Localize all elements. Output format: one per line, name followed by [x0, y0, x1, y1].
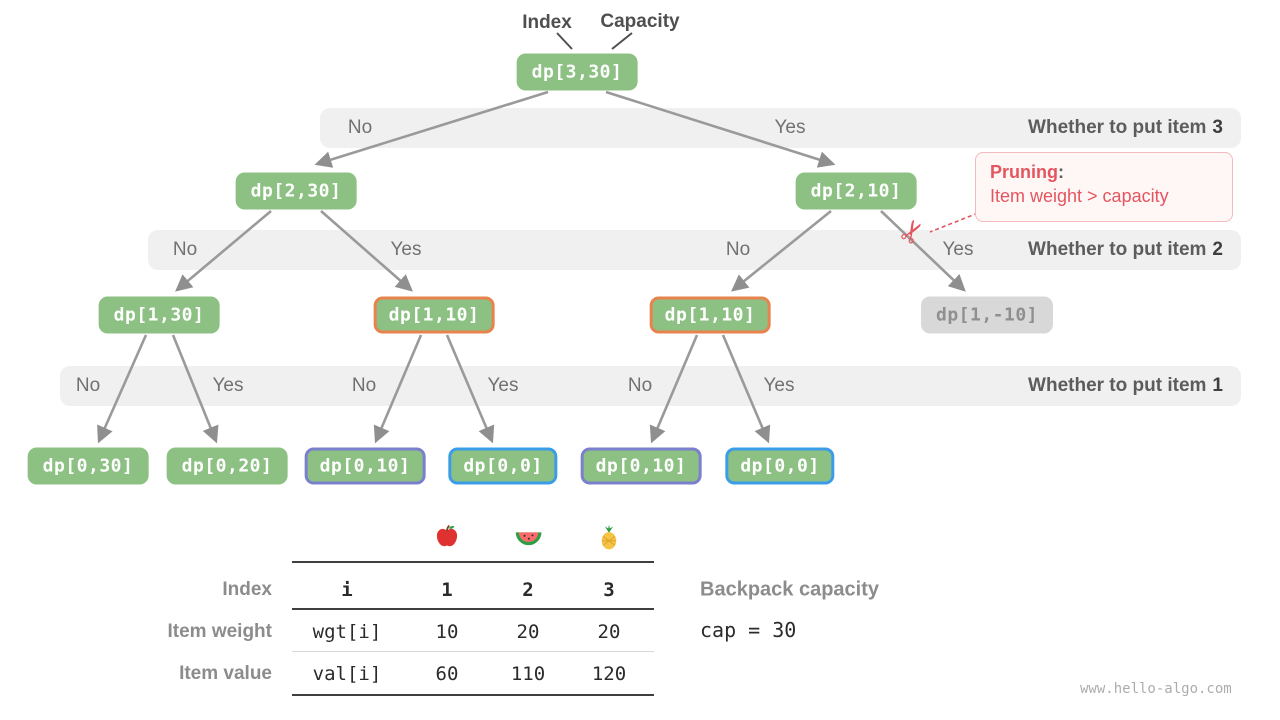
decision-no-label: No	[347, 117, 373, 138]
table-cell: 20	[516, 621, 540, 643]
decision-yes-label: Yes	[774, 117, 806, 138]
table-row-label: Item weight	[167, 621, 272, 642]
pruning-colon: :	[1058, 162, 1064, 182]
index-pointer-line	[556, 32, 573, 50]
apple-icon	[436, 524, 458, 547]
capacity-pointer-label: Capacity	[600, 11, 680, 32]
node-dp-1-neg10: dp[1,-10]	[920, 296, 1054, 334]
capacity-pointer-line	[611, 32, 633, 50]
pineapple-icon	[601, 524, 617, 550]
watermelon-icon	[515, 532, 542, 546]
table-rule-under-header	[292, 608, 654, 610]
band-question: Whether to put item 1	[1028, 366, 1223, 406]
node-dp-1-30: dp[1,30]	[98, 296, 220, 334]
decision-no-label: No	[725, 239, 751, 260]
node-dp-0-30: dp[0,30]	[27, 447, 149, 485]
node-dp-0-0-right: dp[0,0]	[725, 447, 835, 485]
backpack-capacity-value: cap = 30	[700, 618, 797, 642]
band-question-text: Whether to put item	[1028, 375, 1207, 396]
decision-band-item-3: No Yes Whether to put item 3	[320, 108, 1241, 148]
node-dp-0-10-left: dp[0,10]	[304, 447, 426, 485]
table-cell: 1	[441, 579, 453, 601]
decision-no-label: No	[351, 375, 377, 396]
pointer-lines	[556, 32, 633, 50]
node-dp-1-10-right: dp[1,10]	[649, 296, 771, 334]
node-dp-2-10: dp[2,10]	[795, 172, 917, 210]
node-dp-3-30: dp[3,30]	[516, 53, 638, 91]
band-question-text: Whether to put item	[1028, 117, 1207, 138]
table-cell: i	[341, 579, 353, 601]
table-cell: 2	[522, 579, 534, 601]
band-question-item-number: 1	[1212, 375, 1223, 396]
table-row-label: Index	[222, 579, 272, 600]
decision-no-label: No	[627, 375, 653, 396]
table-rule-top	[292, 561, 654, 563]
pruning-title: Pruning	[990, 162, 1058, 182]
node-dp-0-10-right: dp[0,10]	[580, 447, 702, 485]
backpack-capacity-label: Backpack capacity	[700, 578, 880, 601]
table-cell: wgt[i]	[312, 621, 382, 643]
pruning-callout: Pruning: Item weight > capacity	[975, 152, 1233, 222]
band-question-text: Whether to put item	[1028, 239, 1207, 260]
decision-yes-label: Yes	[487, 375, 519, 396]
table-row-label: Item value	[179, 663, 272, 684]
pruning-title-line: Pruning:	[990, 162, 1218, 183]
decision-band-item-2: No Yes No Yes Whether to put item 2	[148, 230, 1241, 270]
table-cell: 120	[591, 663, 627, 685]
table-cell: 60	[435, 663, 459, 685]
table-cell: 20	[597, 621, 621, 643]
table-rule-bottom	[292, 694, 654, 696]
decision-yes-label: Yes	[763, 375, 795, 396]
decision-yes-label: Yes	[390, 239, 422, 260]
table-cell: val[i]	[312, 663, 382, 685]
watermark: www.hello-algo.com	[1080, 681, 1232, 697]
node-dp-1-10-left: dp[1,10]	[373, 296, 495, 334]
pruning-reason: Item weight > capacity	[990, 186, 1169, 206]
decision-no-label: No	[172, 239, 198, 260]
index-pointer-label: Index	[522, 12, 572, 33]
table-cell: 3	[603, 579, 615, 601]
decision-yes-label: Yes	[942, 239, 974, 260]
table-rule-mid	[292, 651, 654, 652]
table-cell: 110	[510, 663, 546, 685]
band-question: Whether to put item 3	[1028, 108, 1223, 148]
band-question-item-number: 3	[1212, 117, 1223, 138]
node-dp-2-30: dp[2,30]	[235, 172, 357, 210]
band-question: Whether to put item 2	[1028, 230, 1223, 270]
decision-band-item-1: No Yes No Yes No Yes Whether to put item…	[60, 366, 1241, 406]
band-question-item-number: 2	[1212, 239, 1223, 260]
node-dp-0-20: dp[0,20]	[166, 447, 288, 485]
decision-yes-label: Yes	[212, 375, 244, 396]
node-dp-0-0-left: dp[0,0]	[448, 447, 558, 485]
decision-no-label: No	[75, 375, 101, 396]
table-cell: 10	[435, 621, 459, 643]
